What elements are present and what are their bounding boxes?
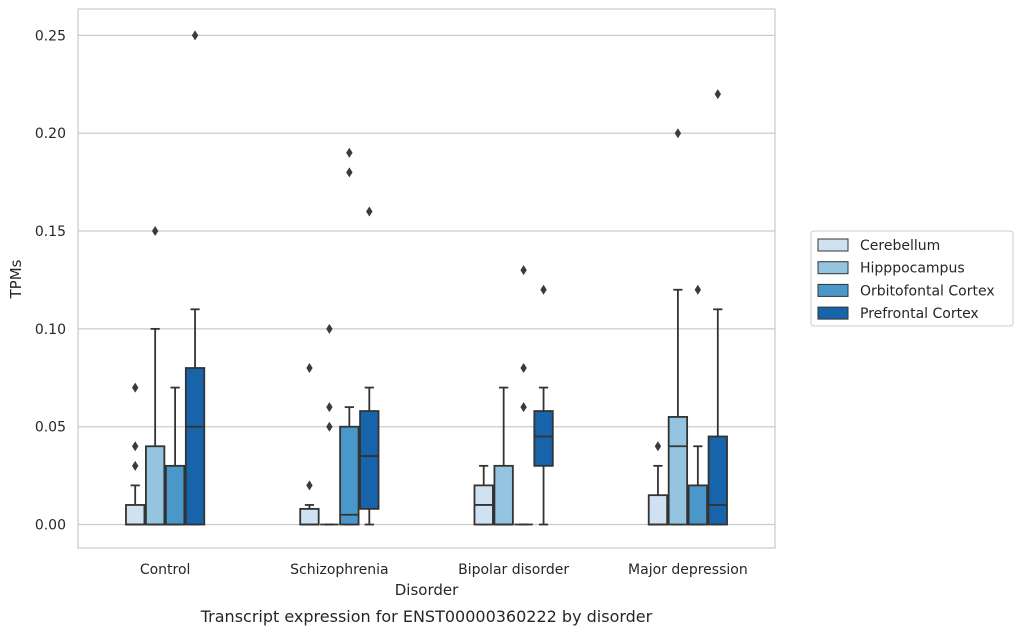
box xyxy=(514,265,533,526)
series-cerebellum xyxy=(125,363,669,526)
outlier-point xyxy=(326,402,333,413)
outlier-point xyxy=(540,284,547,295)
chart-caption: Transcript expression for ENST0000036022… xyxy=(200,607,653,626)
box-body xyxy=(687,484,708,526)
x-tick-labels: Control Schizophrenia Bipolar disorder Majo… xyxy=(140,562,748,578)
y-tick-labels: 0.00 0.05 0.10 0.15 0.20 0.25 xyxy=(35,28,66,533)
box-body xyxy=(667,416,689,526)
y-tick-label: 0.15 xyxy=(35,224,66,240)
box xyxy=(687,284,708,526)
box xyxy=(125,382,146,526)
x-tick-label: Bipolar disorder xyxy=(458,562,569,578)
box xyxy=(184,30,206,526)
legend-item: Prefrontal Cortex xyxy=(817,306,979,322)
outlier-point xyxy=(674,128,682,139)
legend-item: Orbitofontal Cortex xyxy=(817,283,995,299)
outlier-point xyxy=(520,363,527,374)
box-series xyxy=(125,30,728,526)
legend-label: Hipppocampus xyxy=(860,261,965,277)
box xyxy=(299,363,320,526)
outlier-point xyxy=(131,460,139,471)
outlier-point xyxy=(306,363,313,374)
series-hipppocampus xyxy=(145,128,689,526)
legend-swatch xyxy=(817,238,849,252)
outlier-point xyxy=(326,421,333,432)
outlier-point xyxy=(191,30,199,41)
outlier-point xyxy=(366,206,373,217)
box-body xyxy=(647,494,669,526)
box xyxy=(339,147,360,526)
series-orbitofontal-cortex xyxy=(164,147,708,526)
box xyxy=(145,226,166,526)
legend-frame xyxy=(810,230,1014,327)
box xyxy=(493,386,514,526)
outlier-point xyxy=(520,402,527,413)
box-body xyxy=(707,435,728,526)
box-body xyxy=(339,425,360,526)
box xyxy=(320,323,339,526)
box-body xyxy=(184,367,206,526)
outlier-point xyxy=(151,226,159,237)
series-prefrontal-cortex xyxy=(184,30,728,526)
outlier-point xyxy=(714,89,722,100)
legend-swatch xyxy=(817,306,849,320)
outlier-point xyxy=(326,323,333,334)
box-body xyxy=(164,464,186,526)
outlier-point xyxy=(306,480,313,491)
y-tick-label: 0.00 xyxy=(35,518,66,534)
outlier-point xyxy=(346,147,353,158)
box xyxy=(647,441,669,526)
legend: Cerebellum Hipppocampus Orbitofontal Corte… xyxy=(810,230,1014,327)
box xyxy=(164,386,186,526)
box-body xyxy=(299,507,320,526)
y-tick-label: 0.05 xyxy=(35,420,66,436)
outlier-point xyxy=(346,167,353,178)
box xyxy=(359,206,380,526)
legend-label: Prefrontal Cortex xyxy=(860,306,979,322)
outlier-point xyxy=(520,265,527,276)
box xyxy=(533,284,554,526)
legend-swatch xyxy=(817,283,849,297)
box-body xyxy=(533,410,554,467)
outlier-point xyxy=(131,382,139,393)
x-tick-label: Control xyxy=(140,562,191,578)
y-axis-label: TPMs xyxy=(7,259,25,299)
x-tick-label: Major depression xyxy=(628,562,748,578)
box xyxy=(667,128,689,526)
box-body xyxy=(493,464,514,526)
legend-label: Cerebellum xyxy=(860,238,940,254)
legend-swatch xyxy=(817,261,849,275)
legend-item: Cerebellum xyxy=(817,238,940,254)
x-tick-label: Schizophrenia xyxy=(290,562,388,578)
box-body xyxy=(145,445,166,526)
x-axis-label: Disorder xyxy=(395,581,459,599)
box-body xyxy=(125,504,146,526)
box-body xyxy=(359,410,380,510)
outlier-point xyxy=(694,284,702,295)
plot-frame xyxy=(77,8,776,549)
box xyxy=(707,89,728,526)
y-tick-label: 0.10 xyxy=(35,322,66,338)
y-tick-label: 0.20 xyxy=(35,126,66,142)
legend-label: Orbitofontal Cortex xyxy=(860,283,995,299)
outlier-point xyxy=(131,441,139,452)
legend-item: Hipppocampus xyxy=(817,261,965,277)
y-tick-label: 0.25 xyxy=(35,28,66,44)
outlier-point xyxy=(654,441,662,452)
box xyxy=(473,464,494,526)
